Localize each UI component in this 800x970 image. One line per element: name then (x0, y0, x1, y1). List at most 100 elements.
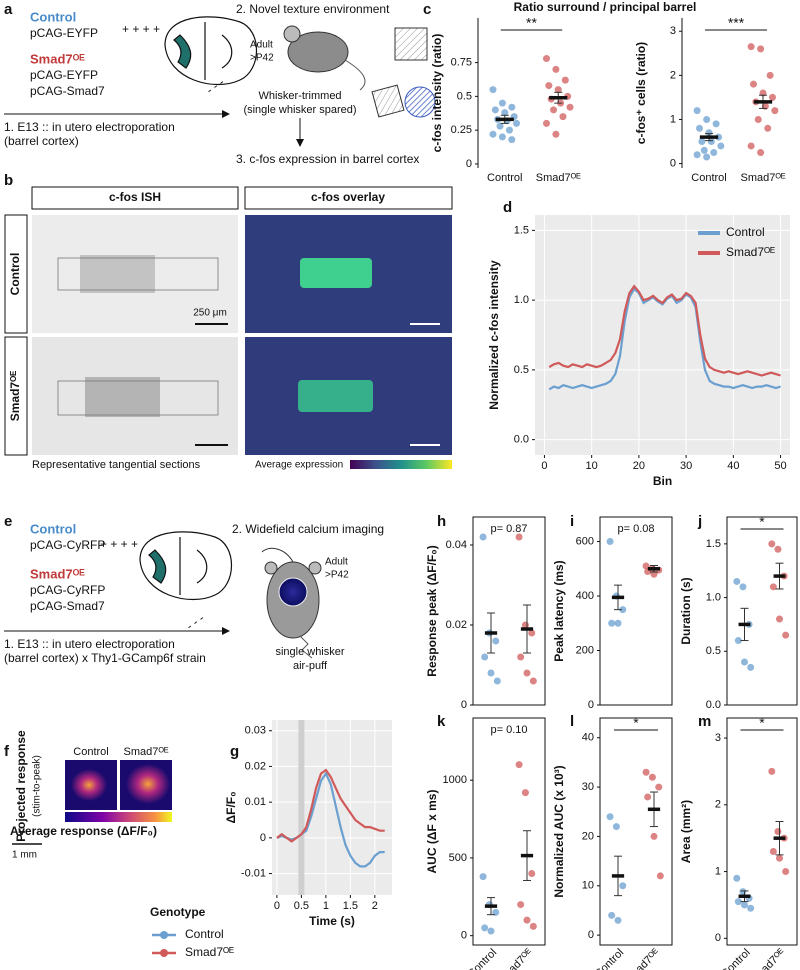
panel-letter: e (4, 513, 12, 530)
series-line (548, 284, 781, 377)
y-tick-label: 1.5 (514, 224, 529, 236)
panel-letter: a (4, 1, 13, 18)
data-point (559, 113, 567, 121)
data-point (612, 823, 620, 831)
plot-frame (726, 516, 798, 706)
y-tick-label: 0 (466, 158, 472, 170)
construct: pCAG-EYFP (30, 26, 98, 40)
data-point (768, 767, 776, 775)
minus-signs: - - - (184, 611, 207, 633)
data-point (741, 658, 748, 666)
mouse (283, 25, 366, 91)
column-header: Control (73, 746, 108, 758)
y-tick-label: 3 (715, 732, 721, 744)
heatmap (126, 764, 170, 804)
data-point (754, 115, 762, 123)
panel-letter: i (570, 513, 574, 530)
data-point (614, 619, 622, 627)
panel-letter: l (570, 713, 574, 730)
y-axis-label: Response peak (ΔF/F₀) (425, 545, 439, 676)
data-point (782, 868, 790, 876)
plot-frame (599, 516, 673, 706)
data-point (481, 924, 489, 932)
data-point (550, 106, 558, 114)
y-tick-label: 400 (576, 590, 594, 602)
y-tick-label: 0.04 (446, 539, 467, 551)
y-axis-label: Duration (s) (679, 577, 693, 644)
texture (394, 27, 428, 61)
x-tick-label: 1 (323, 900, 329, 912)
panel-letter: f (4, 743, 10, 760)
data-point (774, 828, 782, 835)
data-point (501, 109, 509, 117)
scale-label: 250 μm (193, 308, 227, 319)
y-tick-label: 1 (670, 113, 676, 125)
data-point (655, 783, 663, 791)
data-point (747, 904, 755, 912)
data-point (492, 637, 500, 645)
x-tick-label: 30 (680, 460, 692, 472)
data-point (606, 813, 614, 821)
condition: Control (30, 9, 76, 24)
data-point (769, 93, 777, 101)
data-point (739, 583, 747, 591)
legend-swatch (160, 931, 168, 939)
data-point (700, 146, 708, 154)
data-point (703, 153, 711, 161)
step: 1. E13 :: in utero electroporation (4, 637, 175, 651)
data-point (479, 533, 487, 541)
y-tick-label: 0 (588, 699, 594, 711)
data-point (542, 55, 550, 63)
y-axis-label: AUC (ΔF x ms) (425, 790, 439, 874)
p-value: p= 0.87 (490, 523, 527, 535)
y-tick-label: -0.01 (241, 867, 266, 879)
y-label: (stim-to-peak) (32, 755, 43, 817)
x-tick-label: Control (691, 172, 726, 184)
texture (371, 84, 405, 118)
age-label: Adult (250, 40, 273, 51)
age-label: >P42 (325, 570, 349, 581)
data-point (561, 76, 569, 84)
data-point (608, 911, 616, 919)
condition: Smad7ᴼᴱ (30, 51, 85, 66)
data-point (764, 124, 772, 132)
step: 1. E13 :: in utero electroporation (4, 120, 175, 134)
x-axis-label: Bin (653, 474, 672, 488)
stimulus-shade (298, 720, 305, 895)
data-point (768, 540, 776, 548)
y-tick-label: 40 (582, 732, 594, 744)
data-point (508, 136, 516, 144)
data-point (505, 126, 513, 134)
minus-signs: - - - (204, 75, 227, 97)
y-tick-label: 0.02 (245, 760, 266, 772)
data-point (757, 149, 765, 157)
note: Whisker-trimmed (258, 90, 341, 102)
y-tick-label: 0 (260, 832, 266, 844)
y-tick-label: 1.0 (514, 294, 529, 306)
construct: pCAG-EYFP (30, 68, 98, 82)
data-point (529, 677, 537, 685)
p-value: p= 0.10 (490, 724, 527, 736)
y-tick-label: 2 (715, 799, 721, 811)
x-tick-label: 1.5 (343, 900, 358, 912)
data-point (517, 653, 525, 661)
data-point (693, 107, 701, 115)
construct: pCAG-Smad7 (30, 84, 105, 98)
data-point (771, 107, 779, 115)
data-point (552, 130, 560, 138)
brain-diagram (164, 16, 258, 86)
x-tick-label: Control (719, 947, 753, 970)
y-label: Projected response (14, 730, 28, 842)
step: 2. Novel texture environment (236, 2, 390, 16)
y-axis-label: c-fos intensity (ratio) (430, 34, 444, 153)
data-point (515, 533, 523, 541)
data-point (566, 103, 574, 111)
data-point (769, 848, 777, 856)
y-tick-label: 0 (461, 699, 467, 711)
data-point (608, 619, 616, 627)
data-point (498, 99, 506, 107)
data-point (545, 82, 553, 90)
x-tick-label: Smad7ᴼᴱ (536, 172, 581, 184)
note: (single whisker spared) (243, 104, 356, 116)
y-tick-label: 0.25 (451, 124, 472, 136)
